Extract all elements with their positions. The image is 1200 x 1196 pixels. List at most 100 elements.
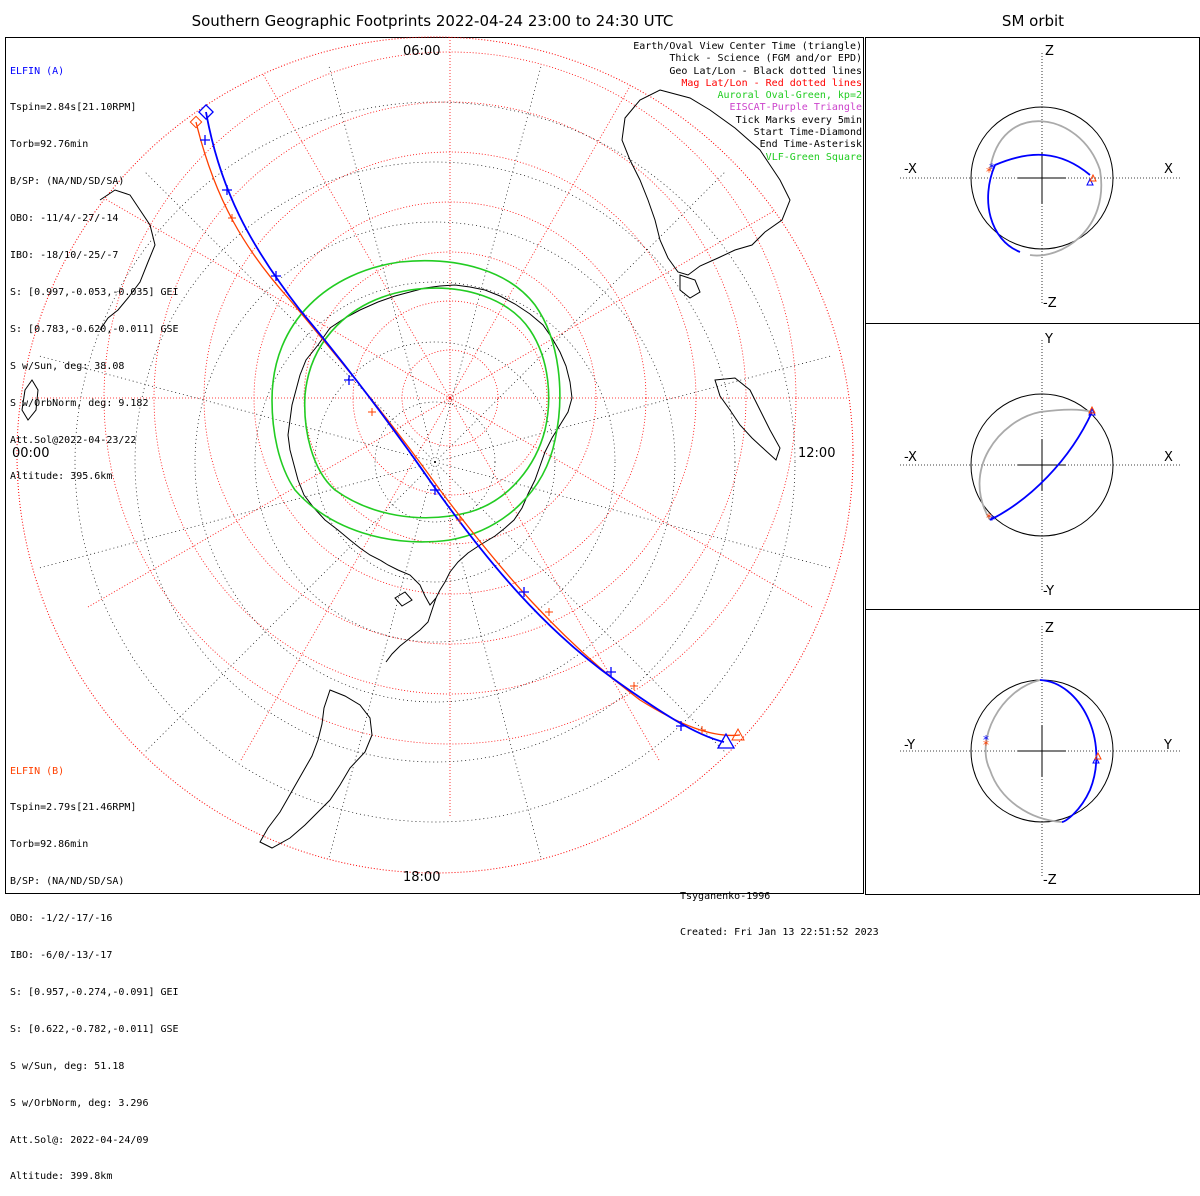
falklands <box>394 591 413 607</box>
legend-entry: EISCAT-Purple Triangle <box>729 102 862 114</box>
sm-orbit-blue <box>989 411 1093 521</box>
elfin-b-line: Att.Sol@: 2022-04-24/09 <box>10 1134 149 1146</box>
geo-lat-lon-grid <box>38 65 832 859</box>
sm-end-asterisk: * <box>989 513 995 527</box>
new-zealand-coastline <box>714 377 781 461</box>
sm-view-triangle <box>1092 755 1100 764</box>
geo-meridian <box>434 461 832 569</box>
mag-meridian <box>86 397 451 609</box>
sm3-down-label: -Z <box>1043 873 1057 888</box>
sm3-right-label: Y <box>1164 738 1172 753</box>
legend-entry: End Time-Asterisk <box>759 139 862 151</box>
geo-meridian <box>144 461 436 753</box>
sm2-left-label: -X <box>904 450 917 465</box>
elfin-b-line: B/SP: (NA/ND/SD/SA) <box>10 876 125 888</box>
elfin-a-markers <box>198 104 736 749</box>
elfin-a-line: IBO: -18/10/-25/-7 <box>10 250 119 262</box>
sm2-up-label: Y <box>1045 332 1053 347</box>
antarctic-peninsula <box>385 597 437 663</box>
sm-orbit-gray <box>989 120 1103 257</box>
tasmania <box>679 274 701 299</box>
sm-end-asterisk: * <box>983 733 989 747</box>
sm-view-triangle <box>1088 405 1096 414</box>
sm-orbit-gray <box>984 679 1063 823</box>
legend-entry: Tick Marks every 5min <box>735 114 862 126</box>
elfin-a-footprint-trace <box>205 111 725 743</box>
sm-end-asterisk: * <box>986 511 992 525</box>
sm-view-triangle <box>1089 173 1097 182</box>
geo-meridian <box>434 355 832 463</box>
elfin-b-line: S: [0.622,-0.782,-0.011] GSE <box>10 1023 179 1035</box>
sm2-right-label: X <box>1164 450 1173 465</box>
legend-entry: Thick - Science (FGM and/or EPD) <box>669 53 862 65</box>
geo-meridian <box>434 171 726 463</box>
sm3-left-label: -Y <box>904 738 916 753</box>
created-timestamp: Created: Fri Jan 13 22:51:52 2023 <box>680 927 879 938</box>
elfin-b-line: S w/Sun, deg: 51.18 <box>10 1060 125 1072</box>
geo-lat-circle <box>74 101 796 823</box>
mag-meridian <box>449 187 814 399</box>
sm-view-triangle <box>1086 177 1094 186</box>
sm1-up-label: Z <box>1045 44 1054 59</box>
elfin-b-view-triangle <box>731 727 745 741</box>
sm-end-asterisk: * <box>986 165 992 179</box>
elfin-b-markers <box>189 115 745 741</box>
elfin-a-name: ELFIN (A) <box>10 65 65 77</box>
elfin-b-line: IBO: -6/0/-13/-17 <box>10 950 113 962</box>
elfin-b-name: ELFIN (B) <box>10 765 65 777</box>
elfin-b-start-diamond <box>189 115 203 129</box>
elfin-b-line: Tspin=2.79s[21.46RPM] <box>10 802 137 814</box>
legend: Earth/Oval View Center Time (triangle) T… <box>633 41 862 164</box>
elfin-a-line: Tspin=2.84s[21.10RPM] <box>10 102 137 114</box>
geo-meridian <box>38 461 436 569</box>
elfin-b-line: Altitude: 399.8km <box>10 1171 113 1183</box>
sm-orbit-panels: ****** <box>900 53 1180 876</box>
sm-orbit-gray <box>978 408 1093 521</box>
antarctica-coastline <box>287 284 573 606</box>
sm-orbit-blue <box>987 153 1091 253</box>
auroral-oval-poleward <box>303 287 550 519</box>
mag-meridian <box>239 397 451 762</box>
elfin-a-line: S: [0.783,-0.620,-0.011] GSE <box>10 323 179 335</box>
geo-meridian <box>434 65 542 463</box>
sm1-left-label: -X <box>904 162 917 177</box>
sm-orbit-title: SM orbit <box>1001 12 1065 30</box>
elfin-a-line: Torb=92.76min <box>10 139 89 151</box>
sm-panel-plot: ** <box>900 53 1180 303</box>
mag-meridian <box>449 397 661 762</box>
plot-title: Southern Geographic Footprints 2022-04-2… <box>191 12 674 30</box>
australia-coastline <box>621 89 791 276</box>
earth-circle <box>970 393 1114 537</box>
mag-lat-circle <box>153 101 747 695</box>
legend-entry: Mag Lat/Lon - Red dotted lines <box>681 77 862 89</box>
auroral-oval-equatorward <box>271 259 561 543</box>
legend-entry: Auroral Oval-Green, kp=2 <box>717 90 863 102</box>
geo-meridian <box>38 355 436 463</box>
model-credit: Tsyganenko-1996 <box>680 891 771 902</box>
geo-meridian <box>434 461 726 753</box>
legend-entry: VLF-Green Square <box>765 151 862 163</box>
sm-panel-plot: ** <box>900 340 1180 590</box>
elfin-b-line: S w/OrbNorm, deg: 3.296 <box>10 1097 149 1109</box>
geo-meridian <box>328 65 436 463</box>
mlt-label-bottom: 18:00 <box>403 870 441 885</box>
elfin-b-line: Torb=92.86min <box>10 839 89 851</box>
geo-lat-circle <box>254 281 616 643</box>
mag-meridian <box>449 37 661 399</box>
polar-map <box>16 36 854 874</box>
elfin-b-info: ELFIN (B) Tspin=2.79s[21.46RPM] Torb=92.… <box>10 741 179 1196</box>
madagascar <box>21 379 39 421</box>
geo-meridian <box>434 461 542 859</box>
elfin-a-line: S w/OrbNorm, deg: 9.182 <box>10 397 149 409</box>
mag-lat-circle <box>303 251 597 545</box>
elfin-a-line: Altitude: 395.6km <box>10 471 113 483</box>
earth-circle <box>970 106 1114 250</box>
mag-pole-marker <box>448 396 452 400</box>
elfin-a-line: S w/Sun, deg: 38.08 <box>10 360 125 372</box>
legend-entry: Start Time-Diamond <box>753 127 862 139</box>
elfin-a-line: Att.Sol@2022-04-23/22 <box>10 434 137 446</box>
plot-canvas: ****** <box>16 36 1180 876</box>
africa-coastline <box>99 189 156 331</box>
sm-orbit-blue <box>1039 679 1098 823</box>
sm1-down-label: -Z <box>1043 296 1057 311</box>
